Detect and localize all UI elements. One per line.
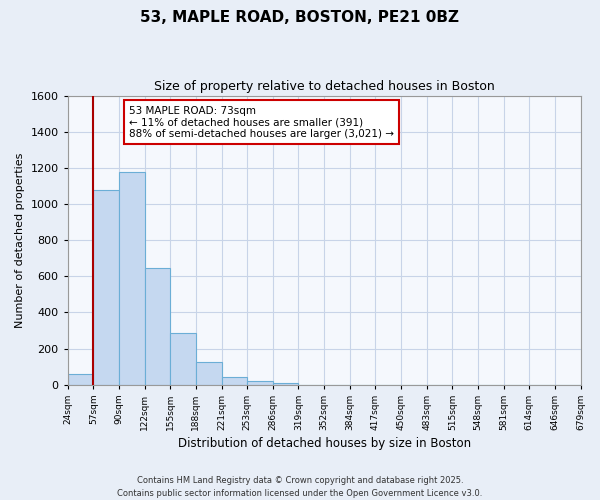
Bar xyxy=(119,172,145,384)
Title: Size of property relative to detached houses in Boston: Size of property relative to detached ho… xyxy=(154,80,494,93)
Text: Contains HM Land Registry data © Crown copyright and database right 2025.
Contai: Contains HM Land Registry data © Crown c… xyxy=(118,476,482,498)
Bar xyxy=(170,333,196,384)
Text: 53 MAPLE ROAD: 73sqm
← 11% of detached houses are smaller (391)
88% of semi-deta: 53 MAPLE ROAD: 73sqm ← 11% of detached h… xyxy=(129,106,394,139)
Bar xyxy=(145,268,170,384)
Text: 53, MAPLE ROAD, BOSTON, PE21 0BZ: 53, MAPLE ROAD, BOSTON, PE21 0BZ xyxy=(140,10,460,25)
Y-axis label: Number of detached properties: Number of detached properties xyxy=(15,152,25,328)
Bar xyxy=(247,381,273,384)
Bar xyxy=(221,378,247,384)
Bar xyxy=(94,190,119,384)
Bar xyxy=(68,374,94,384)
Bar xyxy=(196,362,221,384)
X-axis label: Distribution of detached houses by size in Boston: Distribution of detached houses by size … xyxy=(178,437,470,450)
Bar xyxy=(273,383,298,384)
